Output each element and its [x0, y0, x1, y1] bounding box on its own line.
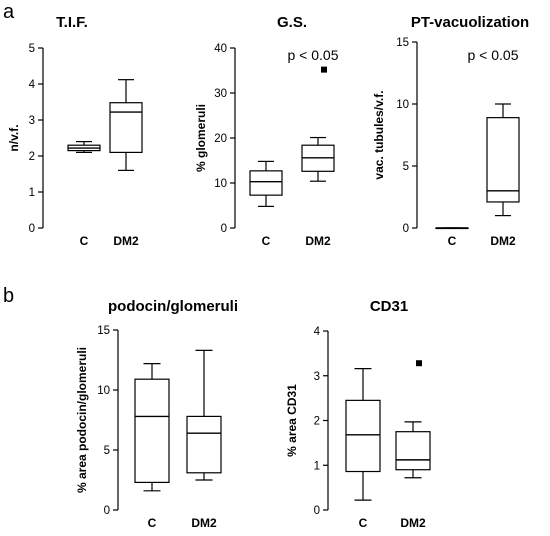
y-tick-label: 3: [29, 115, 35, 127]
boxplot-panel-2: G.S. 0 10 20 30 40 % glomeruli C DM2 p < 0.05: [194, 14, 339, 248]
chart-title: T.I.F.: [56, 14, 88, 31]
y-tick-label: 1: [29, 187, 35, 199]
y-axis-label: n/v.f.: [7, 124, 21, 151]
box-c: [67, 141, 101, 153]
y-tick-label: 4: [29, 79, 36, 91]
y-tick-label: 20: [214, 133, 227, 145]
y-tick-label: 30: [214, 88, 227, 100]
iqr-box: [395, 431, 431, 471]
panel-letter-b: b: [3, 285, 14, 307]
box-dm2: [486, 103, 520, 217]
y-tick-label: 0: [314, 505, 320, 517]
y-tick-label: 10: [396, 99, 409, 111]
y-tick-label: 40: [214, 43, 227, 55]
y-axis-label: vac. tubules/v.f.: [372, 90, 386, 179]
y-tick-label: 5: [29, 43, 35, 55]
iqr-box: [134, 378, 170, 484]
y-axis-label: % area CD31: [285, 384, 299, 457]
iqr-box: [249, 170, 283, 196]
x-category-label: C: [359, 516, 368, 530]
y-tick-label: 0: [221, 223, 227, 235]
box-dm2: [395, 360, 431, 479]
y-tick-label: 1: [314, 460, 320, 472]
y-axis-label: % glomeruli: [194, 104, 208, 172]
outlier-point: [321, 66, 327, 73]
iqr-box: [486, 117, 520, 203]
y-tick-label: 0: [104, 505, 110, 517]
y-tick-label: 15: [97, 325, 110, 337]
y-axis-label: % area podocin/glomeruli: [75, 347, 89, 493]
y-tick-label: 5: [403, 161, 409, 173]
iqr-box: [345, 399, 381, 473]
x-category-label: DM2: [305, 234, 331, 248]
boxplot-panel-5: CD31 0 1 2 3 4 % area CD31 C DM2: [285, 298, 431, 530]
chart-title: podocin/glomeruli: [108, 298, 238, 315]
boxplot-panel-4: podocin/glomeruli 0 5 10 15 % area podocin/gl…: [75, 298, 238, 530]
box-dm2: [186, 349, 222, 481]
iqr-box: [109, 102, 143, 154]
box-dm2: [109, 79, 143, 171]
box-c: [435, 227, 469, 230]
y-tick-label: 5: [104, 445, 110, 457]
box-c: [249, 160, 283, 207]
box-c: [134, 363, 170, 492]
boxplot-panel-1: T.I.F. 0 1 2 3 4 5 n/v.f. C DM2: [7, 14, 143, 248]
panel-letter-a: a: [3, 1, 15, 23]
chart-title: PT-vacuolization: [411, 14, 529, 31]
y-tick-label: 3: [314, 371, 320, 383]
boxplot-panel-3: PT-vacuolization 0 5 10 15 vac. tubules/v.f. C…: [372, 14, 529, 248]
x-category-label: DM2: [113, 234, 139, 248]
box-c: [345, 367, 381, 501]
chart-title: CD31: [370, 298, 408, 315]
x-category-label: DM2: [490, 234, 516, 248]
iqr-box: [186, 415, 222, 474]
box-dm2: [301, 66, 335, 182]
x-category-label: C: [262, 234, 271, 248]
y-tick-label: 10: [214, 178, 227, 190]
y-tick-label: 4: [314, 326, 321, 338]
significance-annotation: p < 0.05: [468, 47, 519, 63]
y-tick-label: 0: [29, 223, 35, 235]
outlier-point: [416, 360, 422, 367]
x-category-label: C: [80, 234, 89, 248]
y-tick-label: 15: [396, 37, 409, 49]
y-tick-label: 2: [314, 416, 320, 428]
x-category-label: DM2: [400, 516, 426, 530]
x-category-label: C: [448, 234, 457, 248]
y-tick-label: 2: [29, 151, 35, 163]
x-category-label: C: [148, 516, 157, 530]
y-tick-label: 0: [403, 223, 409, 235]
significance-annotation: p < 0.05: [288, 47, 339, 63]
chart-title: G.S.: [277, 14, 307, 31]
y-tick-label: 10: [97, 385, 110, 397]
x-category-label: DM2: [191, 516, 217, 530]
